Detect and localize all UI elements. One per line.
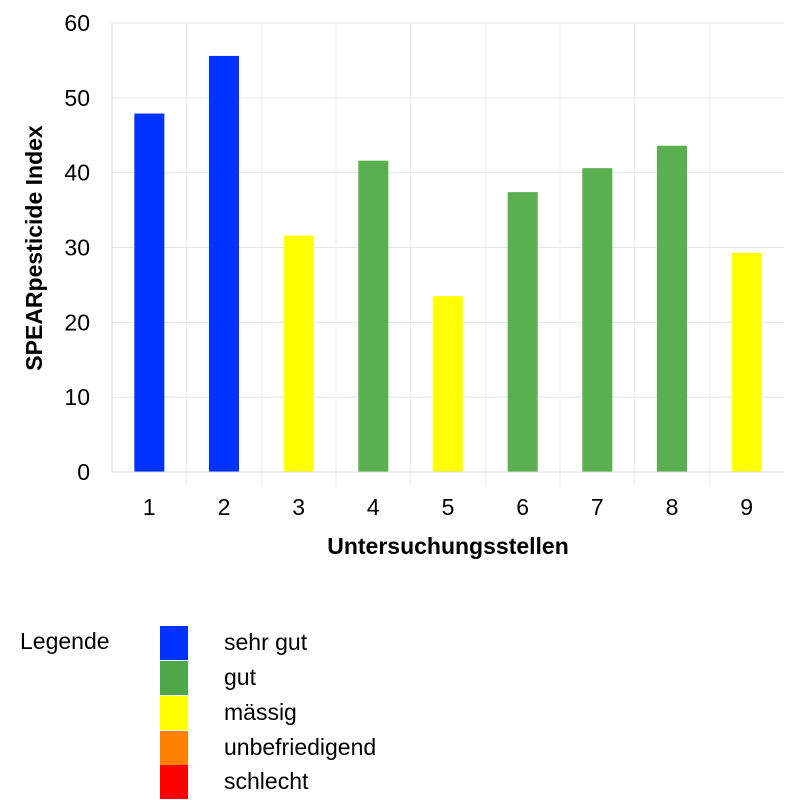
x-axis-label: Untersuchungsstellen: [327, 533, 569, 559]
x-tick-labels: 1 2 3 4 5 6 7 8 9: [143, 494, 753, 520]
x-tick-label: 2: [218, 494, 231, 520]
bar: [657, 145, 687, 472]
x-tick-label: 8: [666, 494, 679, 520]
legend-label: schlecht: [224, 768, 309, 794]
x-tick-label: 9: [740, 494, 753, 520]
legend-title: Legende: [20, 628, 110, 654]
legend-item: mässig: [160, 696, 560, 730]
x-tick-label: 1: [143, 494, 156, 520]
x-tick-label: 3: [292, 494, 305, 520]
y-tick-label: 20: [64, 309, 90, 335]
legend-label: unbefriedigend: [224, 734, 377, 760]
y-tick-label: 30: [64, 235, 90, 261]
bar: [433, 296, 463, 472]
legend-item: gut: [160, 661, 560, 695]
legend-swatch: [160, 731, 188, 765]
y-tick-label: 0: [77, 459, 90, 485]
legend-label: gut: [224, 664, 256, 690]
y-tick-label: 40: [64, 160, 90, 186]
bar: [283, 235, 314, 472]
bar: [134, 113, 165, 472]
y-tick-label: 50: [64, 85, 90, 111]
bars: [134, 55, 762, 472]
x-tick-label: 5: [442, 494, 455, 520]
x-tick-label: 6: [516, 494, 529, 520]
bar: [507, 192, 538, 472]
legend-swatch: [160, 626, 188, 660]
bar: [731, 252, 762, 472]
y-axis-label: SPEARpesticide Index: [21, 125, 47, 371]
x-tick-label: 7: [591, 494, 604, 520]
legend-item: unbefriedigend: [160, 731, 560, 765]
grid-lines: [112, 22, 784, 486]
x-tick-label: 4: [367, 494, 380, 520]
y-tick-label: 10: [64, 384, 90, 410]
y-tick-label: 60: [64, 10, 90, 36]
bar: [582, 168, 613, 472]
legend-item: sehr gut: [160, 626, 560, 660]
y-tick-labels: 0 10 20 30 40 50 60: [64, 10, 90, 485]
legend-swatch: [160, 765, 188, 799]
legend-swatch: [160, 696, 188, 730]
legend-swatch: [160, 661, 188, 695]
legend-item: schlecht: [160, 765, 560, 799]
legend-label: mässig: [224, 699, 297, 725]
bar-chart: 0 10 20 30 40 50 60 1 2 3 4 5 6 7 8 9 SPEARpesticide I…: [21, 10, 784, 559]
bar: [209, 55, 239, 472]
legend-label: sehr gut: [224, 629, 308, 655]
bar: [358, 160, 389, 472]
